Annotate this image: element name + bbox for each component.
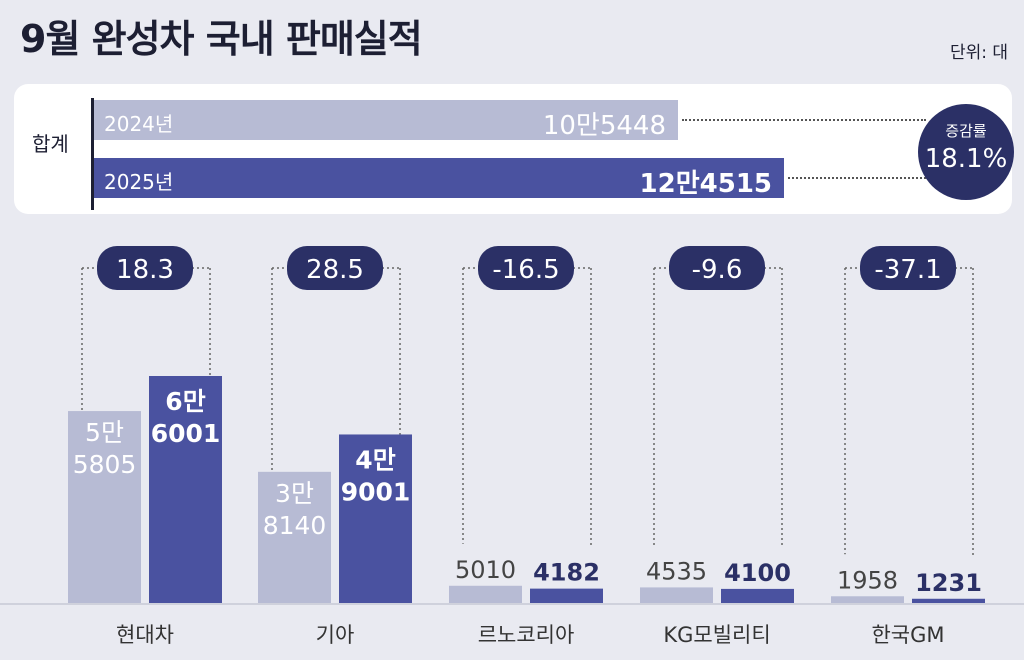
total-bar-year-label: 2025년 [104, 170, 174, 194]
bar-2024 [68, 411, 141, 603]
totals-axis [91, 98, 94, 210]
bar-value-label: 5805 [73, 450, 137, 479]
bar-value-label: 4182 [533, 559, 600, 587]
change-badge-label: 18.3 [116, 255, 174, 285]
bar-2025 [721, 588, 794, 603]
category-label: 르노코리아 [478, 623, 575, 647]
bar-value-label: 8140 [263, 511, 327, 540]
bar-value-label: 3만 [275, 479, 314, 508]
total-guide-line-2025 [788, 177, 926, 179]
bar-value-label: 4100 [724, 559, 791, 587]
change-rate-label: 증감률 [945, 122, 987, 140]
bar-2024 [640, 587, 713, 603]
category-label: 현대차 [116, 623, 174, 647]
bar-2024 [449, 585, 522, 603]
total-bar-year-label: 2024년 [104, 112, 174, 136]
bar-value-label: 9001 [341, 477, 411, 506]
change-badge-label: 28.5 [306, 255, 364, 285]
bar-value-label: 1958 [837, 566, 898, 594]
change-badge [478, 246, 574, 290]
change-badge [287, 246, 383, 290]
bar-value-label: 6만 [165, 387, 205, 416]
bar-value-label: 5010 [455, 556, 516, 584]
change-badge-label: -16.5 [492, 255, 559, 285]
change-rate-value: 18.1% [924, 144, 1008, 174]
total-bar-2025: 2025년 12만4515 [94, 158, 784, 199]
bar-value-label: 6001 [151, 419, 221, 448]
bar-2024 [831, 596, 904, 603]
totals-label: 합계 [32, 132, 69, 156]
change-rate-badge: 증감률 18.1% [918, 104, 1014, 200]
category-label: KG모빌리티 [663, 623, 770, 647]
change-badge-label: -9.6 [692, 255, 743, 285]
bar-2025 [530, 588, 603, 603]
change-badge-label: -37.1 [874, 255, 941, 285]
unit-label: 단위: 대 [949, 43, 1008, 63]
chart-title: 9월 완성차 국내 판매실적 [20, 17, 423, 61]
total-guide-line-2024 [682, 119, 926, 121]
bar-value-label: 4만 [355, 445, 395, 474]
bar-2025 [339, 434, 412, 603]
bar-value-label: 5만 [85, 418, 124, 447]
bar-2025 [149, 376, 222, 603]
bar-value-label: 1231 [915, 569, 982, 597]
change-badge [669, 246, 765, 290]
category-label: 기아 [316, 623, 355, 647]
totals-panel: 합계 2024년 10만5448 2025년 12만4515 증감률 18.1% [14, 84, 1014, 214]
bar-2025 [912, 598, 985, 603]
total-bar-value-label: 10만5448 [542, 111, 666, 141]
category-label: 한국GM [871, 623, 944, 647]
change-badge [860, 246, 956, 290]
change-badge [97, 246, 193, 290]
total-bar-value-label: 12만4515 [639, 169, 772, 199]
bar-value-label: 4535 [646, 557, 707, 585]
total-bar-2024: 2024년 10만5448 [94, 100, 678, 141]
bar-2024 [258, 471, 331, 603]
